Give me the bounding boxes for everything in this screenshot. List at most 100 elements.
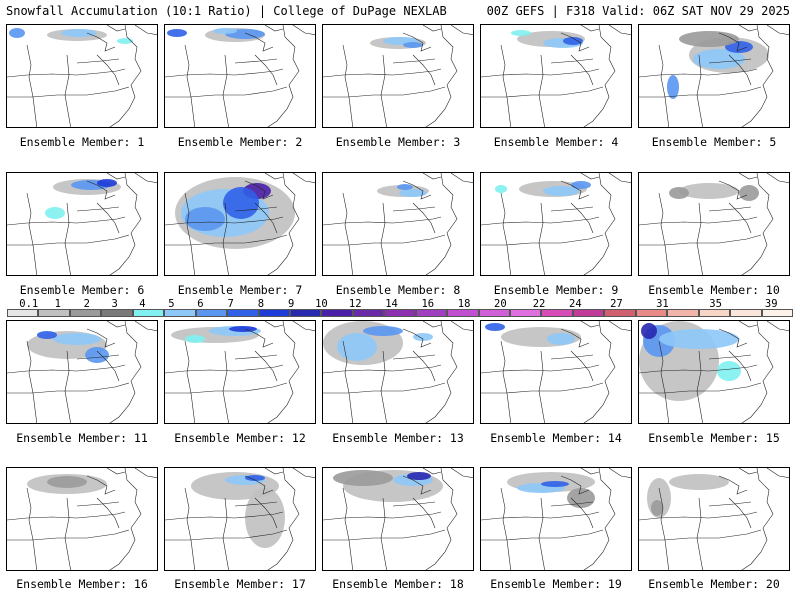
legend-tick-label: 16: [421, 298, 435, 310]
snowfall-contour: [563, 37, 583, 45]
state-border: [728, 350, 752, 382]
state-border: [165, 511, 284, 521]
state-border: [134, 468, 157, 478]
state-border: [222, 497, 229, 570]
state-border: [64, 54, 71, 127]
legend-color-swatch: [572, 309, 605, 317]
state-border: [264, 25, 284, 32]
state-border: [570, 497, 594, 529]
snowfall-contour: [53, 333, 101, 345]
state-border: [658, 44, 670, 127]
state-border: [422, 173, 442, 180]
state-border: [696, 54, 703, 127]
state-border: [323, 511, 442, 521]
state-border: [450, 25, 473, 35]
state-border: [165, 216, 284, 226]
ensemble-member-map-14: [480, 320, 632, 424]
snowfall-contour: [547, 333, 575, 345]
legend-tick-label: 14: [385, 298, 398, 310]
ensemble-member-label: Ensemble Member: 7: [177, 283, 303, 297]
state-border: [708, 354, 752, 360]
ensemble-member-map-4: [480, 24, 632, 128]
snowfall-map-canvas: [323, 468, 473, 570]
state-border: [481, 86, 604, 98]
state-border: [106, 173, 126, 180]
state-border: [738, 173, 758, 180]
state-border: [728, 202, 752, 234]
state-border: [450, 173, 473, 183]
snowfall-contour: [397, 184, 413, 190]
snowfall-map-canvas: [323, 321, 473, 423]
snowfall-map-canvas: [481, 173, 631, 275]
state-border: [7, 382, 130, 394]
snowfall-contour: [739, 185, 759, 201]
state-border: [412, 350, 436, 382]
ensemble-member-label: Ensemble Member: 13: [332, 431, 464, 445]
snowfall-contour: [337, 333, 377, 361]
snowfall-contour: [37, 331, 57, 339]
ensemble-member-label: Ensemble Member: 11: [16, 431, 148, 445]
ensemble-member-map-10: [638, 172, 790, 276]
state-border: [538, 202, 545, 275]
state-border: [254, 202, 278, 234]
state-border: [96, 202, 120, 234]
state-border: [422, 25, 442, 32]
snowfall-contour: [85, 347, 109, 363]
state-border: [608, 173, 631, 183]
state-border: [741, 321, 774, 423]
state-border: [728, 54, 752, 86]
state-border: [165, 234, 288, 246]
state-border: [708, 501, 752, 507]
state-border: [500, 192, 512, 275]
ocean-area: [110, 321, 157, 423]
legend-tick-label: 27: [610, 298, 623, 310]
state-border: [658, 487, 670, 570]
snowfall-map-canvas: [639, 173, 789, 275]
snowfall-map-canvas: [323, 25, 473, 127]
state-border: [184, 44, 196, 127]
legend-tick-label: 12: [348, 298, 362, 310]
ocean-area: [584, 468, 631, 570]
state-border: [550, 501, 594, 507]
ensemble-member-label: Ensemble Member: 19: [490, 577, 622, 591]
state-border: [580, 25, 600, 32]
state-border: [165, 382, 288, 394]
snowfall-map-canvas: [7, 25, 157, 127]
snowfall-map-canvas: [7, 321, 157, 423]
ensemble-member-map-2: [164, 24, 316, 128]
snowfall-contour: [245, 488, 285, 548]
state-border: [402, 475, 432, 495]
legend-color-swatch: [289, 309, 322, 317]
state-border: [380, 350, 387, 423]
ensemble-member-label: Ensemble Member: 14: [490, 431, 622, 445]
state-border: [109, 25, 142, 127]
snowfall-contour: [399, 189, 427, 197]
state-border: [696, 202, 703, 275]
state-border: [718, 328, 748, 348]
state-border: [96, 54, 120, 86]
state-border: [7, 68, 126, 78]
state-border: [639, 68, 758, 78]
snowfall-contour: [413, 333, 433, 341]
state-border: [402, 180, 432, 200]
state-border: [323, 234, 446, 246]
ensemble-member-label: Ensemble Member: 10: [648, 283, 780, 297]
state-border: [234, 501, 278, 507]
snowfall-contour: [651, 500, 663, 516]
state-border: [639, 86, 762, 98]
legend-tick-label: 6: [197, 298, 204, 310]
state-border: [392, 354, 436, 360]
legend-color-swatch: [447, 309, 479, 317]
state-border: [560, 328, 590, 348]
state-border: [583, 173, 616, 275]
legend-color-swatch: [195, 309, 228, 317]
snowfall-contour: [9, 28, 25, 38]
state-border: [500, 340, 512, 423]
snowfall-contour: [511, 30, 531, 36]
state-border: [608, 25, 631, 35]
state-border: [412, 497, 436, 529]
snowfall-contour: [485, 323, 505, 331]
snowfall-map-canvas: [639, 321, 789, 423]
state-border: [450, 321, 473, 331]
state-border: [76, 501, 120, 507]
